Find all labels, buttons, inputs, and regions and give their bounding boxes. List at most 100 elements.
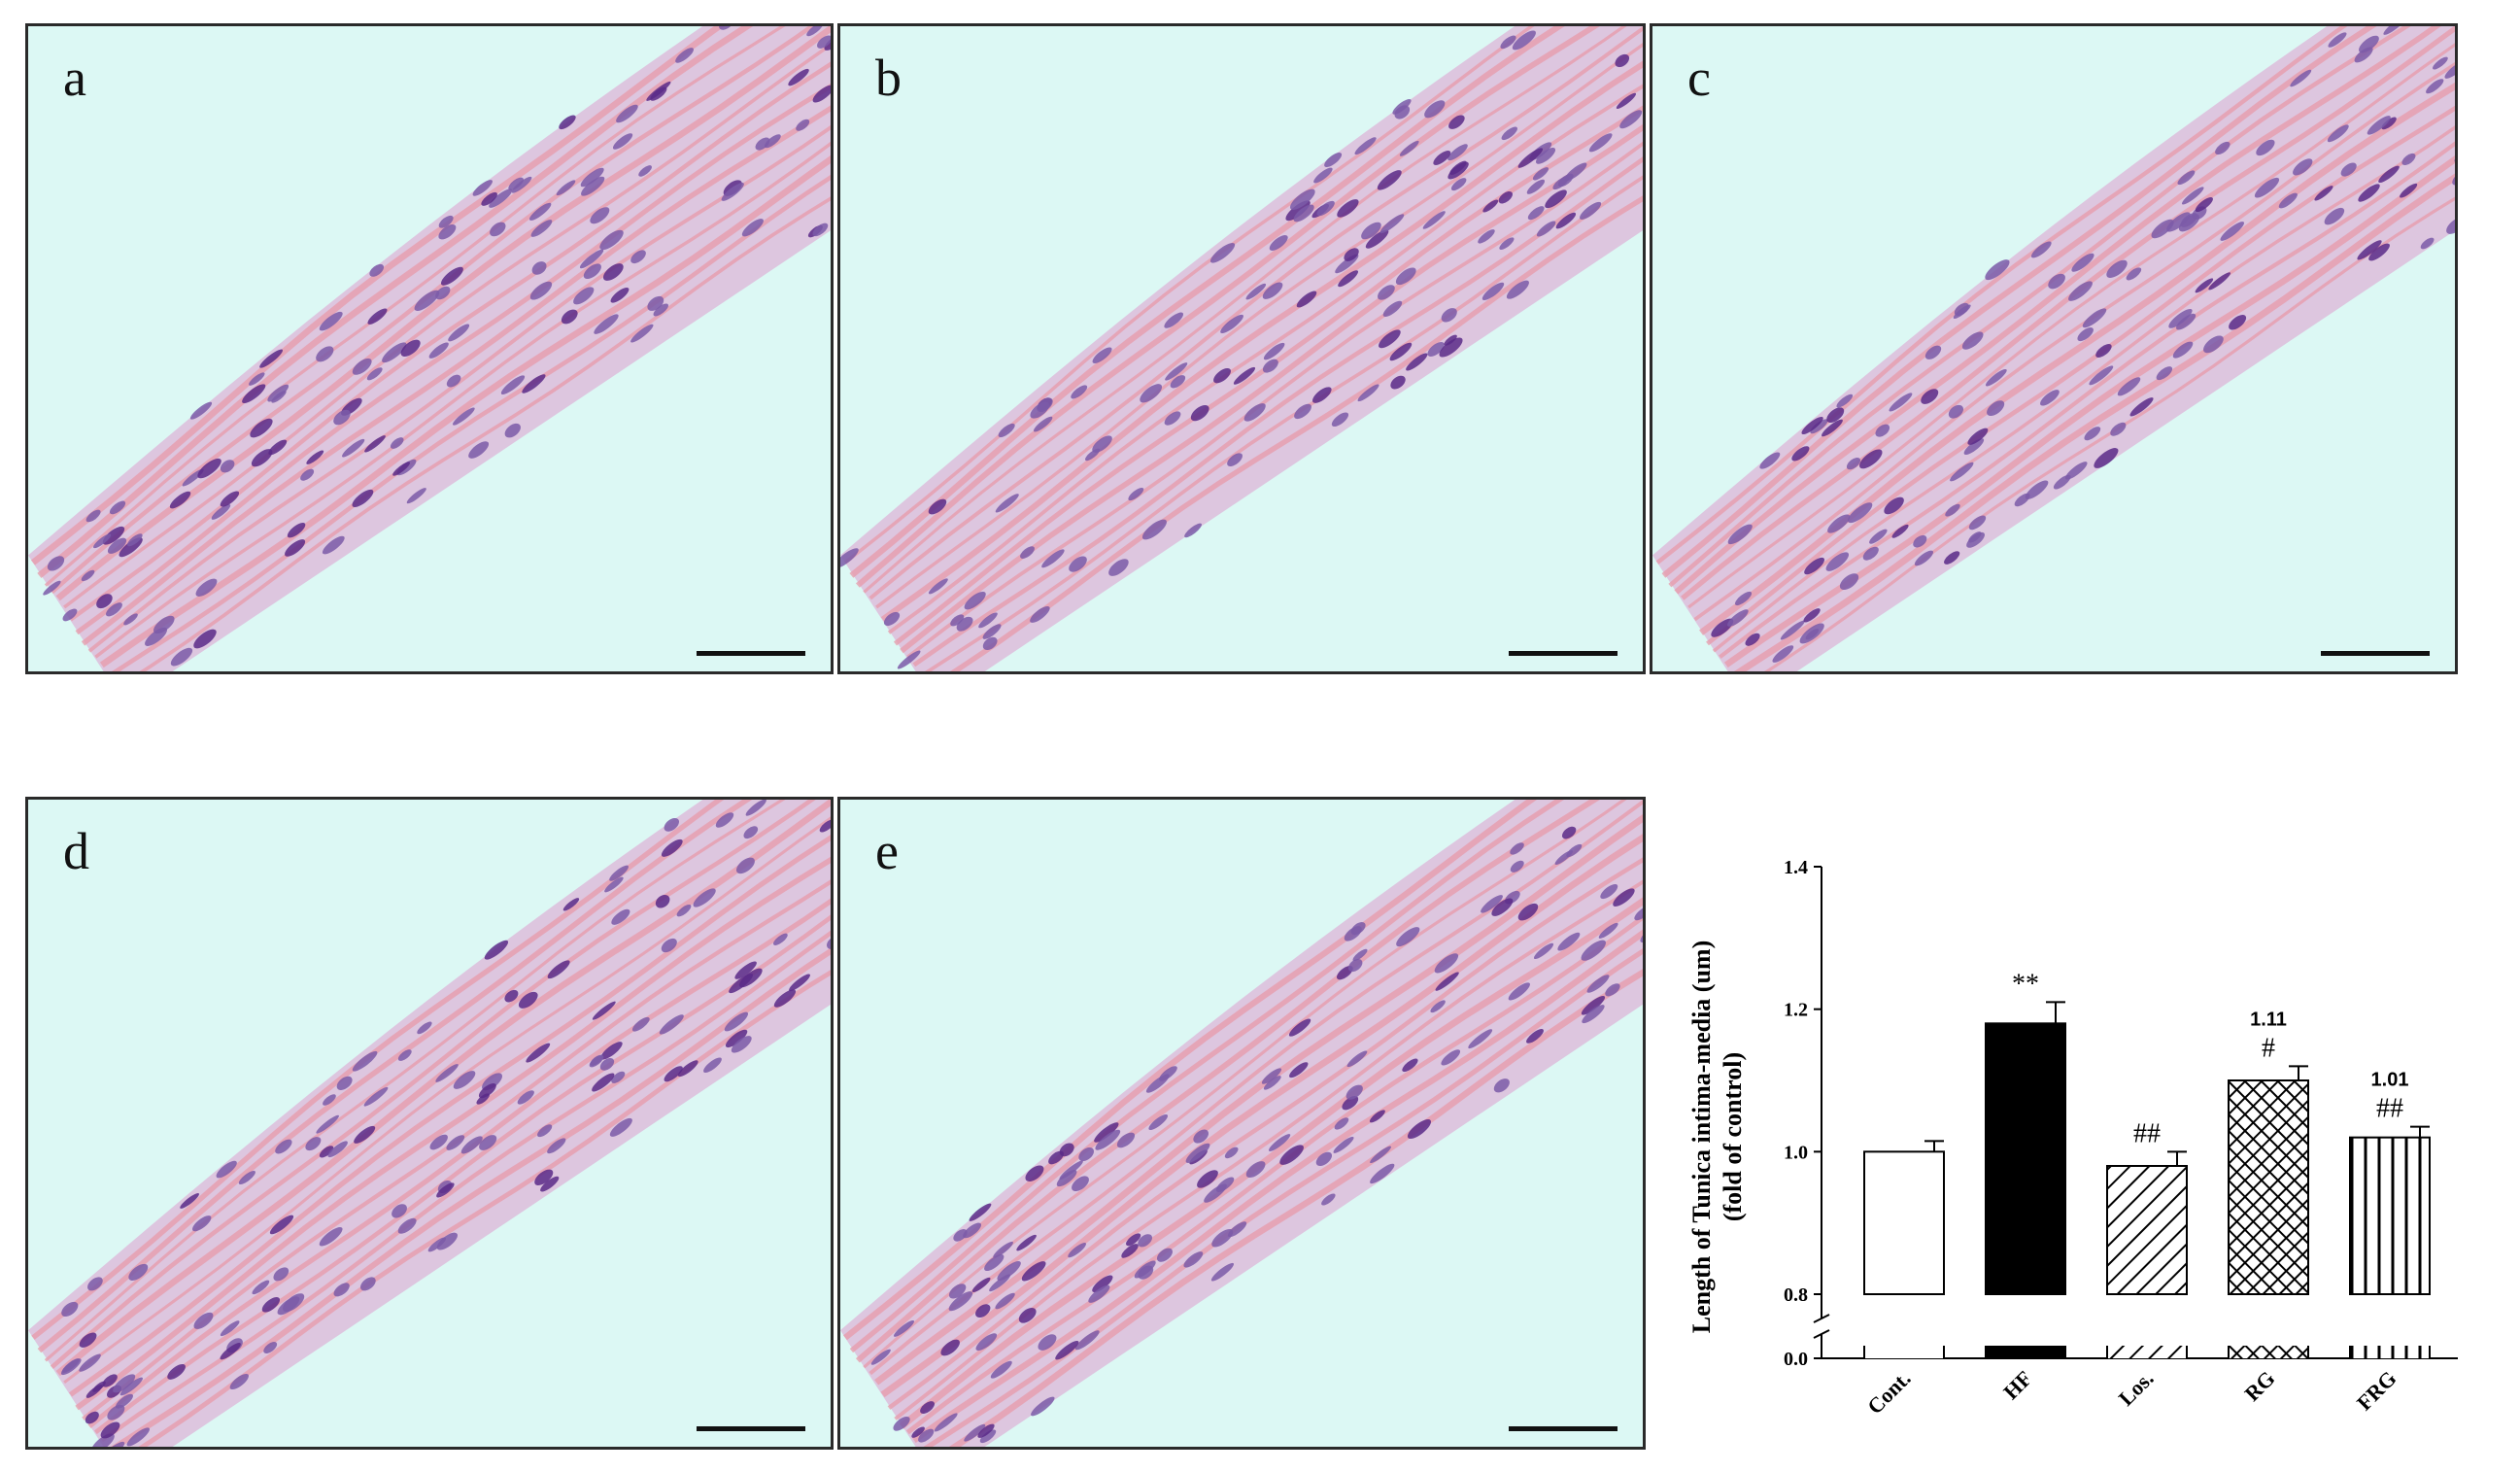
cell-nucleus xyxy=(392,462,410,476)
cell-nucleus xyxy=(600,1042,623,1060)
cell-nucleus xyxy=(1498,190,1513,204)
cell-nucleus xyxy=(1839,573,1859,591)
cell-nucleus xyxy=(599,1057,615,1071)
bar-lower-segment xyxy=(2229,1346,2308,1358)
cell-nucleus xyxy=(2181,187,2204,205)
cell-nucleus xyxy=(1345,1084,1363,1100)
tissue-image-d xyxy=(28,800,831,1447)
cell-nucleus xyxy=(1072,1176,1089,1192)
cell-nucleus xyxy=(1506,280,1529,299)
cell-nucleus xyxy=(734,961,757,979)
tissue-fiber xyxy=(1706,105,2455,646)
cell-nucleus xyxy=(2089,365,2114,386)
cell-nucleus xyxy=(484,940,509,960)
cell-nucleus xyxy=(438,215,454,228)
cell-nucleus xyxy=(300,468,315,481)
cell-nucleus xyxy=(729,974,753,994)
cell-nucleus xyxy=(322,535,345,555)
cell-nucleus xyxy=(2383,26,2407,35)
cell-nucleus xyxy=(1134,1260,1156,1279)
tissue-fiber xyxy=(1655,26,2348,565)
cell-nucleus xyxy=(2367,116,2391,135)
cell-nucleus xyxy=(106,602,122,617)
cell-nucleus xyxy=(2106,259,2128,278)
cell-nucleus xyxy=(1390,375,1406,390)
cell-nucleus xyxy=(920,1401,935,1415)
cell-nucleus xyxy=(1016,1234,1037,1251)
cell-nucleus xyxy=(1434,953,1459,974)
cell-nucleus xyxy=(2156,366,2173,381)
tissue-fiber xyxy=(906,141,1643,659)
cell-nucleus xyxy=(1344,248,1359,261)
cell-nucleus xyxy=(1510,842,1524,855)
cell-nucleus xyxy=(392,1204,407,1218)
tissue-fiber xyxy=(44,26,786,587)
tissue-fiber xyxy=(139,196,831,671)
cell-nucleus xyxy=(630,324,654,343)
bar xyxy=(1985,1022,2066,1295)
cell-nucleus xyxy=(1140,384,1163,403)
cell-nucleus xyxy=(2082,308,2107,328)
cell-nucleus xyxy=(1598,922,1618,939)
cell-nucleus xyxy=(1088,1284,1110,1303)
cell-nucleus xyxy=(2229,315,2247,330)
cell-nucleus xyxy=(1468,1029,1493,1049)
cell-nucleus xyxy=(2053,474,2071,490)
y-tick-label: 0.8 xyxy=(1784,1284,1808,1306)
cell-nucleus xyxy=(1555,212,1577,229)
cell-nucleus xyxy=(1499,237,1515,250)
cell-nucleus xyxy=(417,1021,432,1035)
tissue-fiber xyxy=(81,105,831,646)
bar-lower-segment xyxy=(2107,1346,2187,1358)
cell-nucleus xyxy=(504,423,521,438)
cell-nucleus xyxy=(229,1373,249,1390)
cell-nucleus xyxy=(840,548,859,568)
cell-nucleus xyxy=(589,1054,604,1068)
cell-nucleus xyxy=(2290,69,2312,87)
bar xyxy=(2106,1165,2188,1295)
cell-nucleus xyxy=(169,491,191,509)
cell-nucleus xyxy=(1369,1110,1385,1123)
cell-nucleus xyxy=(1293,204,1314,223)
cell-nucleus xyxy=(824,33,831,51)
cell-nucleus xyxy=(1803,608,1821,623)
cell-nucleus xyxy=(1406,353,1428,371)
cell-nucleus xyxy=(1968,531,1982,543)
cell-nucleus xyxy=(1183,1251,1204,1268)
cell-nucleus xyxy=(305,1137,322,1151)
cell-nucleus xyxy=(745,800,766,816)
cell-nucleus xyxy=(2359,35,2379,53)
cell-nucleus xyxy=(1967,428,1989,445)
tissue-band xyxy=(840,800,1643,1447)
cell-nucleus xyxy=(1227,453,1243,466)
cell-nucleus xyxy=(238,1170,255,1185)
cell-nucleus xyxy=(579,249,604,269)
cell-nucleus xyxy=(528,202,552,221)
cell-nucleus xyxy=(1170,375,1186,389)
cell-nucleus xyxy=(664,817,679,832)
tissue-fiber xyxy=(37,26,754,578)
tissue-image-b xyxy=(840,26,1643,671)
cell-nucleus xyxy=(1038,1334,1057,1351)
tissue-fiber xyxy=(93,914,831,1435)
cell-nucleus xyxy=(675,48,695,63)
cell-nucleus xyxy=(948,1284,967,1299)
cell-nucleus xyxy=(1535,148,1556,164)
tissue-image-a xyxy=(28,26,831,671)
cell-nucleus xyxy=(963,1222,982,1239)
cell-nucleus xyxy=(953,1229,968,1242)
cell-nucleus xyxy=(1963,438,1985,455)
cell-nucleus xyxy=(2254,177,2280,198)
cell-nucleus xyxy=(616,104,638,123)
tissue-fiber xyxy=(63,816,831,1385)
cell-nucleus xyxy=(2215,141,2231,155)
cell-nucleus xyxy=(1289,1062,1309,1078)
cell-nucleus xyxy=(220,1343,241,1360)
cell-nucleus xyxy=(1141,519,1167,540)
cell-nucleus xyxy=(989,1274,1011,1292)
cell-nucleus xyxy=(1600,884,1618,900)
cell-nucleus xyxy=(1095,1129,1121,1150)
cell-nucleus xyxy=(562,898,580,911)
cell-nucleus xyxy=(796,119,810,131)
cell-nucleus xyxy=(268,439,288,456)
